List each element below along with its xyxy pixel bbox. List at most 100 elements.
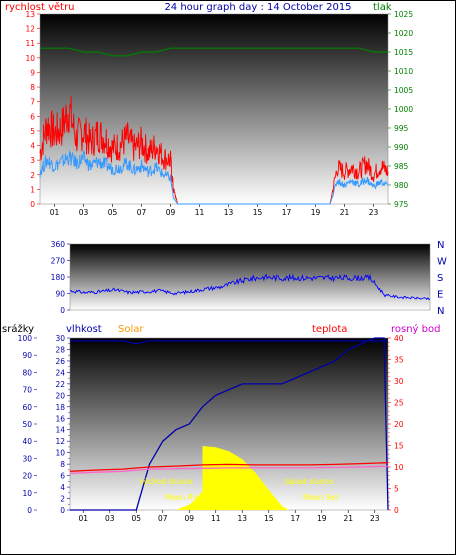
wind-y-label: 1 [30,185,35,194]
wind-x-label: 21 [340,208,350,217]
wind-ylabel: rychlost větru [5,1,75,13]
temp-x-label: 07 [158,514,168,523]
humidity-ylabel: vlhkost [66,324,102,335]
humidity-y-label: 10 [55,449,65,458]
temp-x-label: 05 [131,514,141,523]
compass-label: N [437,306,444,317]
wind-x-label: 15 [253,208,263,217]
temp-y-label: 15 [394,442,404,451]
moonset-annotation: Moon Set [303,493,338,502]
rain-y-label: 40 [22,437,32,446]
humidity-y-label: 6 [60,472,65,481]
humidity-y-label: 12 [55,437,65,446]
pressure-ylabel: tlak [373,2,392,13]
series-pressure-line [40,47,388,57]
dewpoint-ylabel: rosný bod [391,323,440,335]
rain-y-label: 60 [22,403,32,412]
temperature-panel: srážky vlhkost Solar teplota rosný bod 0… [2,323,440,523]
wind-y-label: 13 [25,10,35,19]
wind-y-label: 3 [30,156,35,165]
temp-x-label: 11 [211,514,221,523]
pressure-y-label: 1015 [394,48,413,57]
temp-series [69,337,389,511]
pressure-y-label: 1020 [394,29,413,38]
temp-ticks: 0102030405060708090100024681012141618202… [18,334,404,523]
humidity-y-label: 18 [55,403,65,412]
temp-x-label: 03 [105,514,115,523]
temp-x-label: 15 [264,514,274,523]
temp-y-label: 5 [394,485,399,494]
rain-y-label: 0 [27,506,32,515]
pressure-y-label: 1005 [394,86,413,95]
compass-label: N [437,240,444,251]
series-teplota-line [69,462,389,472]
humidity-y-label: 2 [60,495,65,504]
wind-x-label: 05 [108,208,118,217]
wind-y-label: 5 [30,127,35,136]
wind-y-label: 4 [30,142,35,151]
wind-x-label: 17 [282,208,292,217]
direction-series [69,273,431,300]
humidity-y-label: 16 [55,414,65,423]
temp-x-label: 21 [343,514,353,523]
rain-y-label: 30 [22,454,32,463]
temp-y-label: 20 [394,420,404,429]
wind-x-label: 03 [79,208,89,217]
wind-y-label: 2 [30,171,35,180]
rain-y-label: 70 [22,386,32,395]
pressure-y-label: 1000 [394,105,413,114]
direction-y-label: 0 [60,306,65,315]
series-gust-line [39,95,389,205]
temp-y-label: 35 [394,356,404,365]
pressure-y-label: 990 [394,143,409,152]
wind-x-label: 19 [311,208,321,217]
series-rosný bod-line [69,465,389,475]
wind-x-label: 13 [224,208,234,217]
humidity-y-label: 0 [60,506,65,515]
temp-y-label: 25 [394,399,404,408]
wind-y-label: 6 [30,112,35,121]
wind-y-label: 8 [30,83,35,92]
solar-ylabel: Solar [118,324,144,335]
pressure-y-label: 985 [394,162,409,171]
wind-y-label: 0 [30,200,35,209]
humidity-y-label: 8 [60,460,65,469]
wind-y-label: 11 [25,39,35,48]
temp-y-label: 30 [394,377,404,386]
wind-plot-area [39,13,389,205]
humidity-y-label: 24 [55,368,65,377]
compass-label: S [437,273,443,284]
temp-x-label: 13 [237,514,247,523]
direction-y-label: 180 [51,273,66,282]
compass-label: W [437,257,447,268]
wind-x-label: 01 [50,208,60,217]
compass-label: E [437,290,443,301]
temp-x-label: 17 [290,514,300,523]
wind-ticks: 0123456789101112139759809859909951000100… [25,10,413,217]
wind-y-label: 10 [25,54,35,63]
temp-y-label: 0 [394,506,399,515]
rain-y-label: 90 [22,351,32,360]
series-solar-area [176,446,388,510]
rain-y-label: 20 [22,472,32,481]
humidity-y-label: 22 [55,380,65,389]
chart-title: 24 hour graph day : 14 October 2015 [164,2,351,13]
wind-y-label: 9 [30,68,35,77]
rain-y-label: 100 [18,334,33,343]
rain-ylabel: srážky [2,323,34,335]
rain-y-label: 80 [22,368,32,377]
sunset-annotation: západ slunce [284,477,334,486]
humidity-y-label: 4 [60,483,65,492]
direction-y-label: 270 [51,257,66,266]
series-average-line [39,150,389,205]
pressure-y-label: 1025 [394,10,413,19]
humidity-y-label: 14 [55,426,65,435]
temp-y-label: 10 [394,463,404,472]
temp-x-label: 19 [317,514,327,523]
rain-y-label: 10 [22,489,32,498]
pressure-y-label: 995 [394,124,409,133]
sunrise-annotation: východ slunce [139,477,193,486]
